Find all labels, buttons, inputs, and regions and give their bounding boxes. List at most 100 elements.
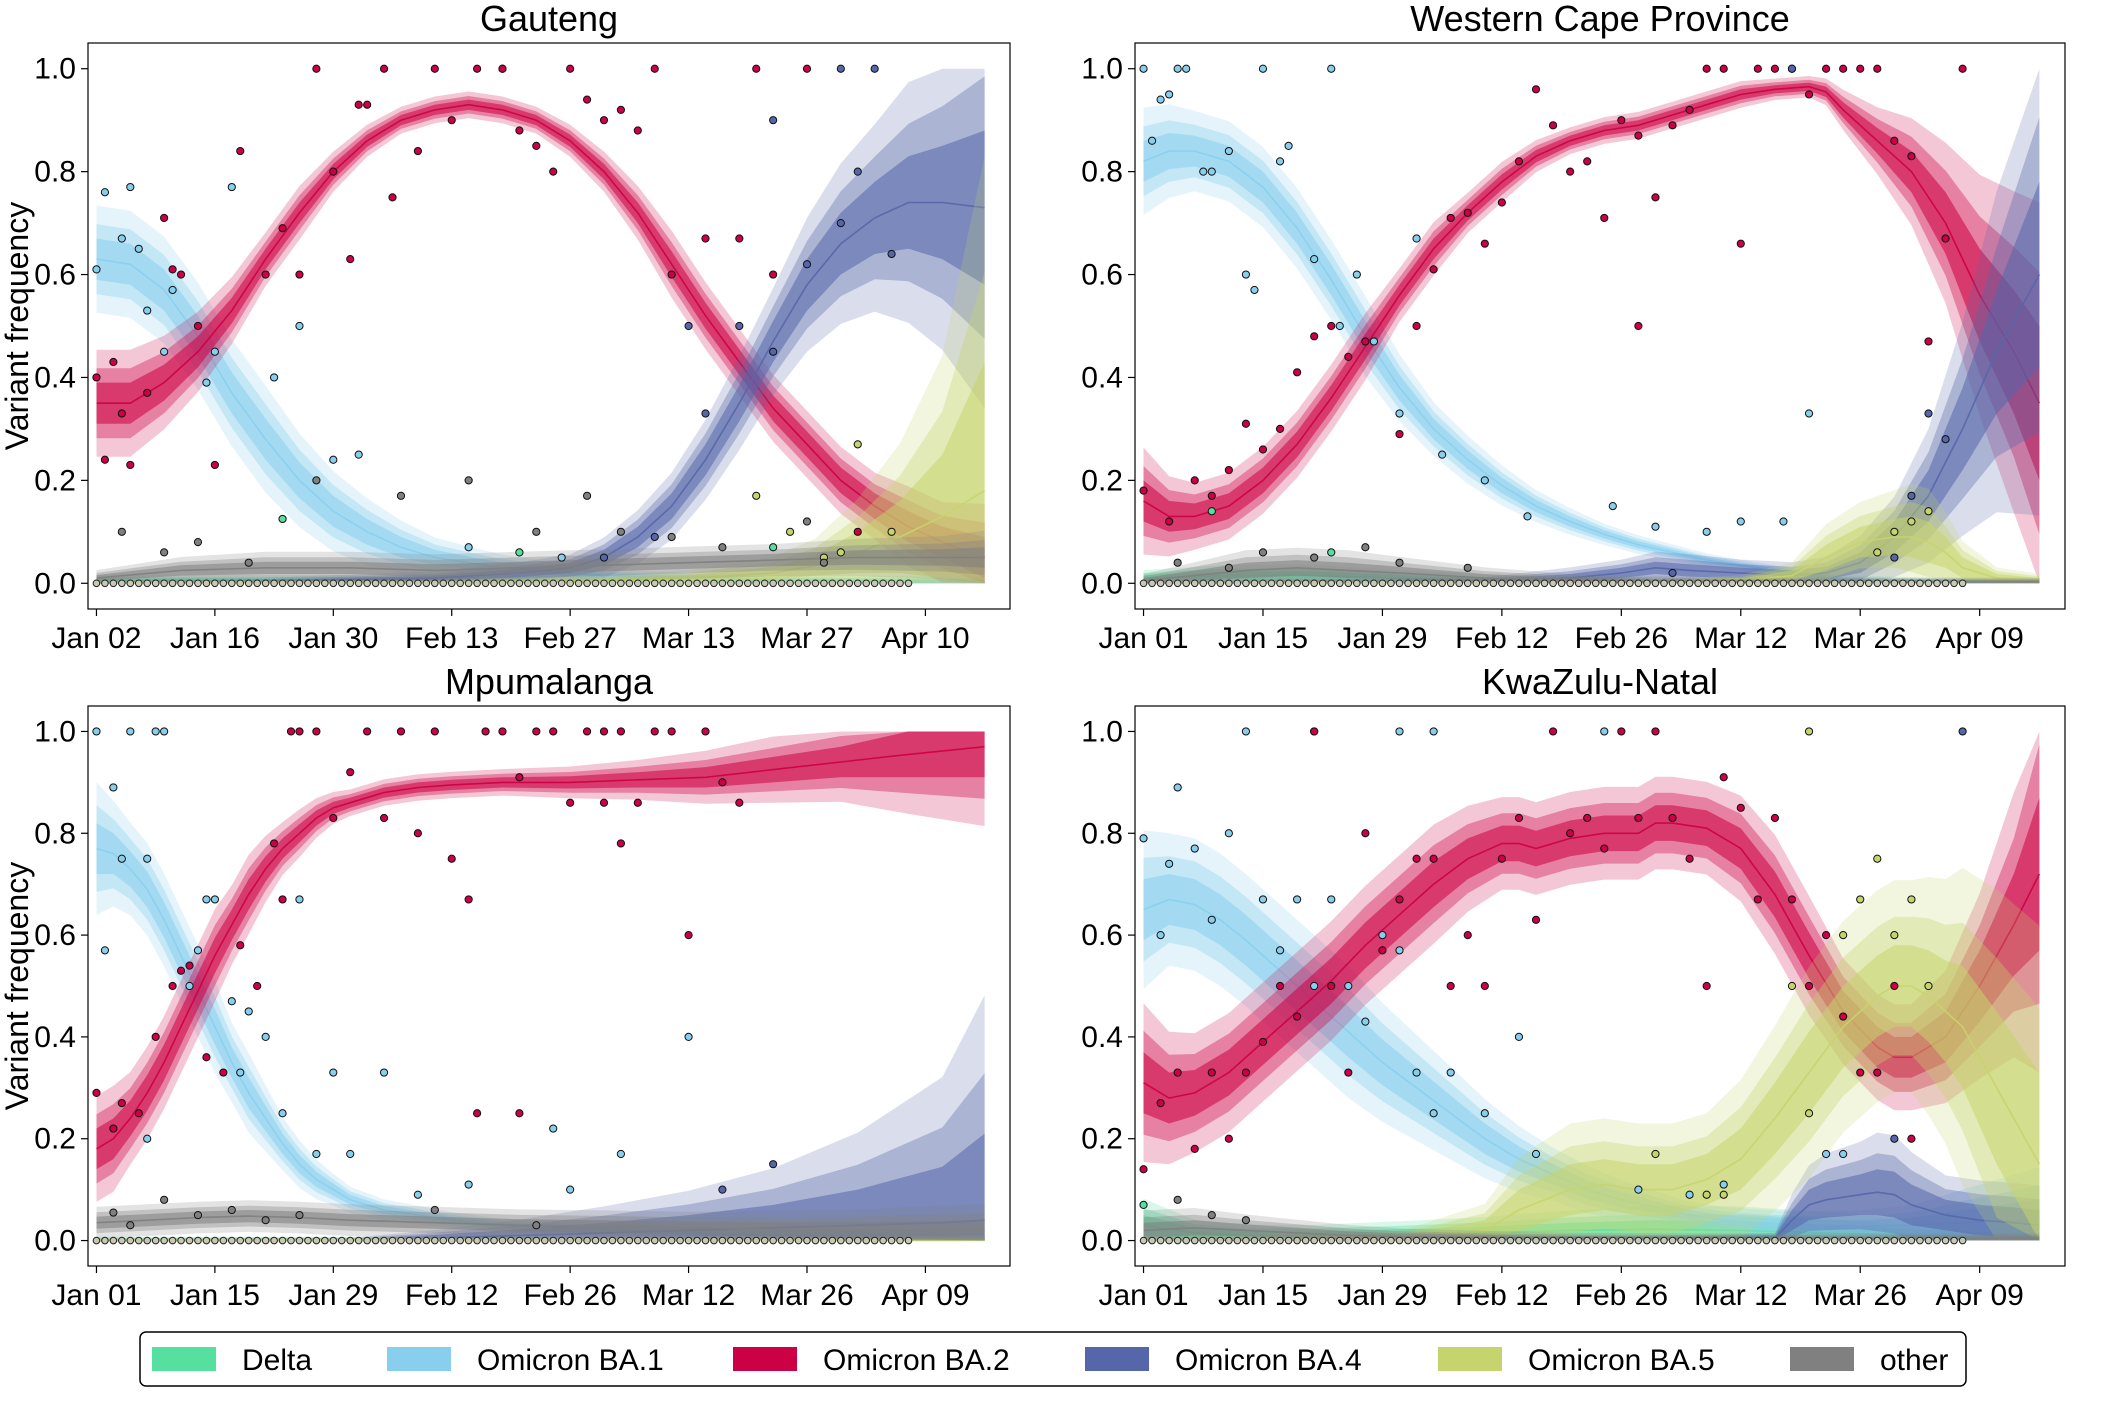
zero-point — [101, 579, 109, 588]
point-omicron-ba-2 — [202, 1053, 211, 1062]
point-omicron-ba-2 — [143, 388, 152, 397]
zero-point — [879, 579, 887, 588]
zero-point — [1608, 579, 1617, 588]
point-omicron-ba-1 — [227, 182, 236, 192]
zero-point — [786, 579, 794, 588]
point-omicron-ba-2 — [1344, 1068, 1353, 1077]
point-omicron-ba-2 — [1873, 64, 1882, 73]
zero-point — [1617, 579, 1626, 588]
point-omicron-ba-2 — [1497, 854, 1506, 863]
zero-point — [1233, 579, 1242, 588]
plot-area — [92, 727, 985, 1245]
zero-point — [1165, 1236, 1173, 1245]
zero-point — [1694, 1236, 1702, 1245]
y-tick-label: 0.6 — [34, 259, 76, 292]
point-omicron-ba-5 — [1873, 548, 1882, 557]
point-omicron-ba-4 — [769, 116, 778, 125]
point-omicron-ba-2 — [379, 813, 389, 823]
zero-point — [1856, 579, 1865, 588]
band-omicron-ba-2-0 — [1143, 76, 2040, 584]
zero-point — [1608, 1236, 1617, 1245]
point-omicron-ba-4 — [769, 347, 778, 356]
point-omicron-ba-1 — [379, 1068, 389, 1077]
zero-point — [1796, 1236, 1805, 1245]
zero-point — [752, 1236, 761, 1245]
point-omicron-ba-1 — [1685, 1190, 1694, 1199]
point-omicron-ba-2 — [1275, 981, 1285, 991]
point-omicron-ba-2 — [616, 839, 625, 848]
zero-point — [1574, 579, 1583, 588]
zero-point — [1361, 579, 1370, 588]
zero-point — [1941, 579, 1950, 588]
legend-label: Omicron BA.2 — [823, 1344, 1010, 1377]
band-other-2 — [96, 547, 985, 582]
point-omicron-ba-1 — [464, 1180, 473, 1189]
zero-point — [1207, 1236, 1216, 1245]
y-tick-label: 0.2 — [1081, 464, 1123, 497]
point-omicron-ba-1 — [1156, 930, 1165, 940]
zero-point — [1412, 579, 1421, 588]
zero-point — [777, 1236, 786, 1245]
point-omicron-ba-1 — [261, 1032, 270, 1042]
zero-point — [701, 1236, 710, 1245]
point-omicron-ba-2 — [1907, 1134, 1916, 1143]
zero-point — [710, 1236, 718, 1245]
point-omicron-ba-2 — [1480, 239, 1489, 248]
zero-point — [151, 1236, 160, 1245]
legend-item-delta: Delta — [152, 1344, 312, 1377]
zero-point — [1830, 1236, 1839, 1245]
y-tick-label: 0.4 — [1081, 361, 1123, 394]
y-tick-label: 0.4 — [34, 1021, 76, 1054]
zero-point — [422, 579, 431, 588]
x-tick-label: Jan 01 — [1098, 1279, 1188, 1312]
point-omicron-ba-2 — [1258, 445, 1268, 454]
zero-point — [1540, 1236, 1549, 1245]
zero-point — [1924, 579, 1933, 588]
point-omicron-ba-2 — [109, 357, 118, 367]
zero-point — [211, 579, 219, 588]
point-omicron-ba-5 — [1890, 930, 1899, 940]
point-omicron-ba-2 — [413, 829, 422, 838]
zero-point — [1421, 1236, 1429, 1245]
zero-point — [1600, 579, 1609, 588]
point-omicron-ba-2 — [1139, 1165, 1148, 1174]
point-omicron-ba-2 — [1173, 1068, 1182, 1077]
zero-point — [1796, 579, 1805, 588]
zero-point — [1651, 1236, 1660, 1245]
zero-point — [659, 1236, 667, 1245]
point-omicron-ba-2 — [168, 265, 177, 274]
zero-point — [1899, 1236, 1907, 1245]
point-omicron-ba-1 — [1241, 270, 1251, 279]
zero-point — [803, 579, 811, 588]
zero-point — [811, 579, 820, 588]
x-tick-label: Jan 01 — [51, 1279, 141, 1312]
zero-point — [227, 579, 236, 588]
point-omicron-ba-2 — [752, 64, 761, 73]
point-omicron-ba-4 — [1890, 553, 1899, 562]
line-omicron-ba-2 — [1143, 822, 2041, 1099]
y-tick-label: 0.6 — [1081, 259, 1123, 292]
point-omicron-ba-1 — [1310, 255, 1319, 264]
point-omicron-ba-1 — [1199, 167, 1208, 176]
point-omicron-ba-1 — [244, 1007, 253, 1016]
zero-point — [1225, 1236, 1233, 1245]
point-omicron-ba-2 — [1395, 429, 1404, 439]
point-omicron-ba-2 — [1634, 813, 1643, 823]
point-omicron-ba-1 — [1702, 527, 1711, 536]
zero-point — [1250, 579, 1259, 588]
x-tick-label: Mar 13 — [642, 622, 735, 655]
zero-point — [481, 579, 490, 588]
zero-point — [887, 579, 896, 588]
zero-point — [1148, 1236, 1156, 1245]
line-omicron-ba-2 — [1143, 85, 2041, 518]
point-other — [1361, 543, 1370, 552]
axes-frame — [1134, 705, 2066, 1267]
zero-point — [608, 1236, 617, 1245]
zero-point — [1515, 1236, 1523, 1245]
point-omicron-ba-1 — [1310, 981, 1319, 991]
zero-point — [1643, 579, 1651, 588]
y-axis-label: Variant frequency — [0, 202, 35, 450]
point-omicron-ba-1 — [1207, 915, 1216, 924]
zero-point — [1225, 579, 1233, 588]
